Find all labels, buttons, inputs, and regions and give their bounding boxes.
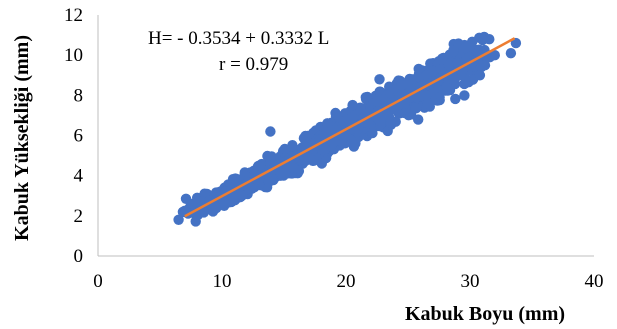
data-point [467,36,478,47]
data-point [460,42,471,54]
data-point [266,151,277,162]
data-point [340,130,352,141]
data-point [443,59,455,71]
data-point [246,183,257,194]
correlation-annotation: r = 0.979 [219,54,288,75]
data-point [231,188,243,199]
data-point [479,59,491,71]
data-point [287,162,298,173]
data-points [173,31,522,227]
data-point [452,58,463,69]
data-point [477,34,488,46]
data-point [209,200,220,211]
data-point [413,114,424,125]
data-point [434,92,445,103]
data-point [279,143,290,155]
y-tick-label: 4 [74,166,84,187]
data-point [399,98,410,109]
data-point [303,152,314,163]
x-tick-label: 0 [93,271,103,292]
y-tick-label: 10 [64,45,83,66]
data-point [447,74,458,85]
data-point [173,214,184,225]
data-point [387,104,399,115]
data-point [510,37,522,49]
x-tick-labels: 0 10 20 30 40 [93,271,603,292]
data-point [448,45,459,57]
x-tick-label: 30 [461,271,480,292]
data-point [505,48,517,59]
data-point [363,118,374,129]
data-point [276,168,287,179]
data-point [474,70,486,81]
x-tick-label: 40 [585,271,604,292]
x-tick-label: 10 [213,271,232,292]
x-axis-title: Kabuk Boyu (mm) [405,303,565,325]
data-point [463,77,474,88]
equation-annotation: H= - 0.3534 + 0.3332 L [148,28,329,49]
data-point [450,93,461,105]
y-tick-label: 0 [74,246,84,267]
x-tick-label: 20 [337,271,356,292]
data-point [427,66,438,77]
data-point [360,92,371,103]
data-point [329,136,340,147]
data-point [489,50,500,61]
data-point [263,176,275,187]
trendline [184,37,516,218]
y-tick-label: 2 [74,206,84,227]
data-point [376,110,388,121]
data-point [265,126,276,137]
y-axis-title: Kabuk Yüksekliği (mm) [11,35,33,241]
data-point [317,144,328,155]
data-point [410,103,422,114]
data-point [422,98,434,109]
data-point [411,92,422,103]
data-point [459,90,470,101]
data-point [347,99,358,111]
y-tick-label: 12 [64,5,83,26]
data-point [352,124,363,135]
data-point [179,205,190,216]
data-point [374,74,385,85]
y-tick-label: 6 [74,126,84,147]
data-point [316,158,327,169]
y-tick-label: 8 [74,85,84,106]
axes [97,15,594,257]
data-point [413,63,424,75]
y-tick-labels: 0 2 4 6 8 10 12 [64,5,84,267]
